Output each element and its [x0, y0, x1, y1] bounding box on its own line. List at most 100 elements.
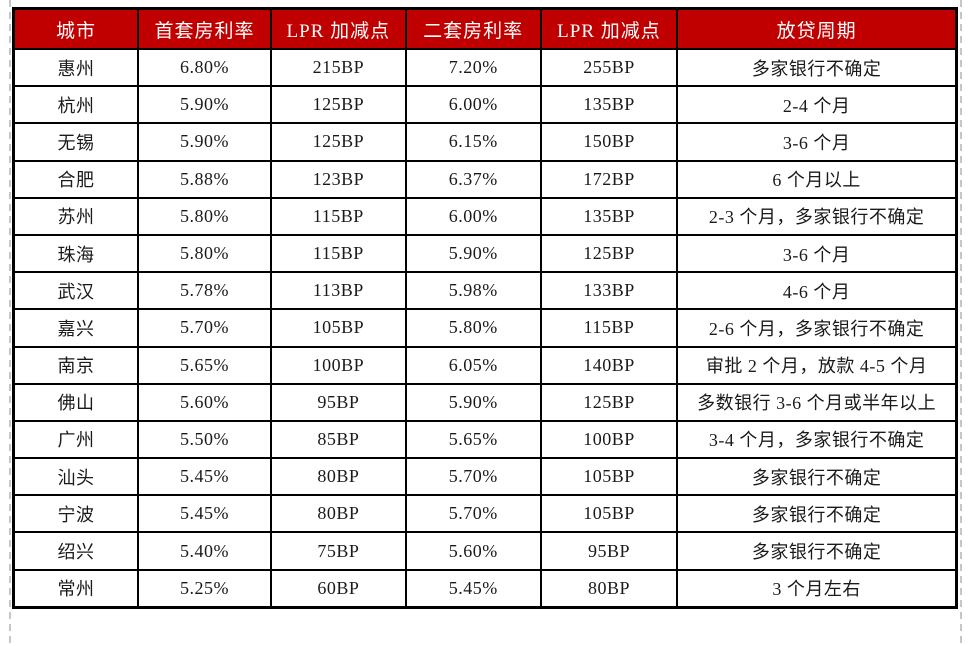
- table-cell: 5.60%: [404, 531, 542, 571]
- table-cell: 南京: [12, 345, 139, 385]
- table-cell: 5.98%: [404, 271, 542, 311]
- table-cell: 6.80%: [136, 47, 272, 88]
- table-cell: 5.80%: [136, 196, 272, 236]
- table-cell: 5.90%: [404, 233, 542, 274]
- table-cell: 无锡: [12, 122, 139, 162]
- table-cell: 5.70%: [404, 457, 542, 497]
- table-row: 惠州 6.80% 215BP 7.20% 255BP 多家银行不确定: [12, 47, 958, 88]
- table-cell: 125BP: [269, 85, 407, 125]
- table-cell: 5.70%: [136, 308, 272, 348]
- table-cell: 5.78%: [136, 271, 272, 311]
- table-cell: 汕头: [12, 457, 139, 497]
- table-cell: 多家银行不确定: [676, 531, 958, 571]
- table-cell: 珠海: [12, 233, 139, 274]
- table-cell: 5.90%: [404, 382, 542, 422]
- table-cell: 合肥: [12, 159, 139, 199]
- table-cell: 80BP: [269, 494, 407, 534]
- table-cell: 5.45%: [404, 568, 542, 609]
- mortgage-rate-table: 城市 首套房利率 LPR 加减点 二套房利率 LPR 加减点 放贷周期 惠州 6.80% 21…: [12, 7, 958, 609]
- table-cell: 5.25%: [136, 568, 272, 609]
- table-cell: 100BP: [539, 419, 679, 460]
- table-cell: 125BP: [269, 122, 407, 162]
- table-cell: 5.90%: [136, 85, 272, 125]
- table-cell: 3 个月左右: [676, 568, 958, 609]
- table-cell: 3-6 个月: [676, 233, 958, 274]
- table-cell: 5.50%: [136, 419, 272, 460]
- table-cell: 80BP: [539, 568, 679, 609]
- table-cell: 审批 2 个月，放款 4-5 个月: [676, 345, 958, 385]
- column-header-3: 二套房利率: [404, 7, 542, 50]
- table-cell: 100BP: [269, 345, 407, 385]
- table-cell: 多家银行不确定: [676, 457, 958, 497]
- table-cell: 5.60%: [136, 382, 272, 422]
- table-cell: 133BP: [539, 271, 679, 311]
- table-row: 合肥 5.88% 123BP 6.37% 172BP 6 个月以上: [12, 159, 958, 199]
- table-cell: 135BP: [539, 196, 679, 236]
- table-row: 武汉 5.78% 113BP 5.98% 133BP 4-6 个月: [12, 271, 958, 311]
- table-cell: 武汉: [12, 271, 139, 311]
- table-cell: 2-6 个月，多家银行不确定: [676, 308, 958, 348]
- table-cell: 215BP: [269, 47, 407, 88]
- table-cell: 6 个月以上: [676, 159, 958, 199]
- table-cell: 115BP: [539, 308, 679, 348]
- table-cell: 150BP: [539, 122, 679, 162]
- table-cell: 6.15%: [404, 122, 542, 162]
- table-cell: 6.05%: [404, 345, 542, 385]
- table-cell: 60BP: [269, 568, 407, 609]
- table-row: 嘉兴 5.70% 105BP 5.80% 115BP 2-6 个月，多家银行不确定: [12, 308, 958, 348]
- table-cell: 6.37%: [404, 159, 542, 199]
- table-cell: 135BP: [539, 85, 679, 125]
- table-cell: 255BP: [539, 47, 679, 88]
- table-row: 常州 5.25% 60BP 5.45% 80BP 3 个月左右: [12, 568, 958, 609]
- table-cell: 125BP: [539, 382, 679, 422]
- table-cell: 6.00%: [404, 196, 542, 236]
- table-cell: 3-4 个月，多家银行不确定: [676, 419, 958, 460]
- column-header-5: 放贷周期: [676, 7, 958, 50]
- column-header-4: LPR 加减点: [539, 7, 679, 50]
- table-row: 杭州 5.90% 125BP 6.00% 135BP 2-4 个月: [12, 85, 958, 125]
- table-cell: 5.65%: [404, 419, 542, 460]
- table-row: 无锡 5.90% 125BP 6.15% 150BP 3-6 个月: [12, 122, 958, 162]
- table-cell: 广州: [12, 419, 139, 460]
- table-cell: 5.45%: [136, 457, 272, 497]
- table-cell: 常州: [12, 568, 139, 609]
- table-cell: 115BP: [269, 196, 407, 236]
- text-boundary-guide-left: [9, 0, 11, 646]
- table-cell: 113BP: [269, 271, 407, 311]
- table-cell: 105BP: [269, 308, 407, 348]
- table-cell: 嘉兴: [12, 308, 139, 348]
- table-cell: 5.45%: [136, 494, 272, 534]
- table-row: 宁波 5.45% 80BP 5.70% 105BP 多家银行不确定: [12, 494, 958, 534]
- table-cell: 95BP: [539, 531, 679, 571]
- table-cell: 105BP: [539, 457, 679, 497]
- table-row: 苏州 5.80% 115BP 6.00% 135BP 2-3 个月，多家银行不确定: [12, 196, 958, 236]
- table-cell: 佛山: [12, 382, 139, 422]
- table-cell: 惠州: [12, 47, 139, 88]
- column-header-0: 城市: [12, 7, 139, 50]
- table-body: 惠州 6.80% 215BP 7.20% 255BP 多家银行不确定 杭州 5.90% 125B…: [12, 47, 958, 609]
- table-cell: 5.88%: [136, 159, 272, 199]
- table-row: 汕头 5.45% 80BP 5.70% 105BP 多家银行不确定: [12, 457, 958, 497]
- table-cell: 5.65%: [136, 345, 272, 385]
- column-header-1: 首套房利率: [136, 7, 272, 50]
- table-cell: 5.70%: [404, 494, 542, 534]
- table-cell: 105BP: [539, 494, 679, 534]
- table-cell: 6.00%: [404, 85, 542, 125]
- table-cell: 多家银行不确定: [676, 494, 958, 534]
- table-cell: 123BP: [269, 159, 407, 199]
- table-row: 佛山 5.60% 95BP 5.90% 125BP 多数银行 3-6 个月或半年以上: [12, 382, 958, 422]
- table-cell: 多家银行不确定: [676, 47, 958, 88]
- table-cell: 172BP: [539, 159, 679, 199]
- table-cell: 7.20%: [404, 47, 542, 88]
- table-cell: 2-4 个月: [676, 85, 958, 125]
- table-cell: 125BP: [539, 233, 679, 274]
- table-cell: 75BP: [269, 531, 407, 571]
- column-header-2: LPR 加减点: [269, 7, 407, 50]
- text-boundary-guide-right: [960, 0, 962, 646]
- table-cell: 5.40%: [136, 531, 272, 571]
- table-cell: 绍兴: [12, 531, 139, 571]
- table-row: 绍兴 5.40% 75BP 5.60% 95BP 多家银行不确定: [12, 531, 958, 571]
- table-cell: 2-3 个月，多家银行不确定: [676, 196, 958, 236]
- table-cell: 4-6 个月: [676, 271, 958, 311]
